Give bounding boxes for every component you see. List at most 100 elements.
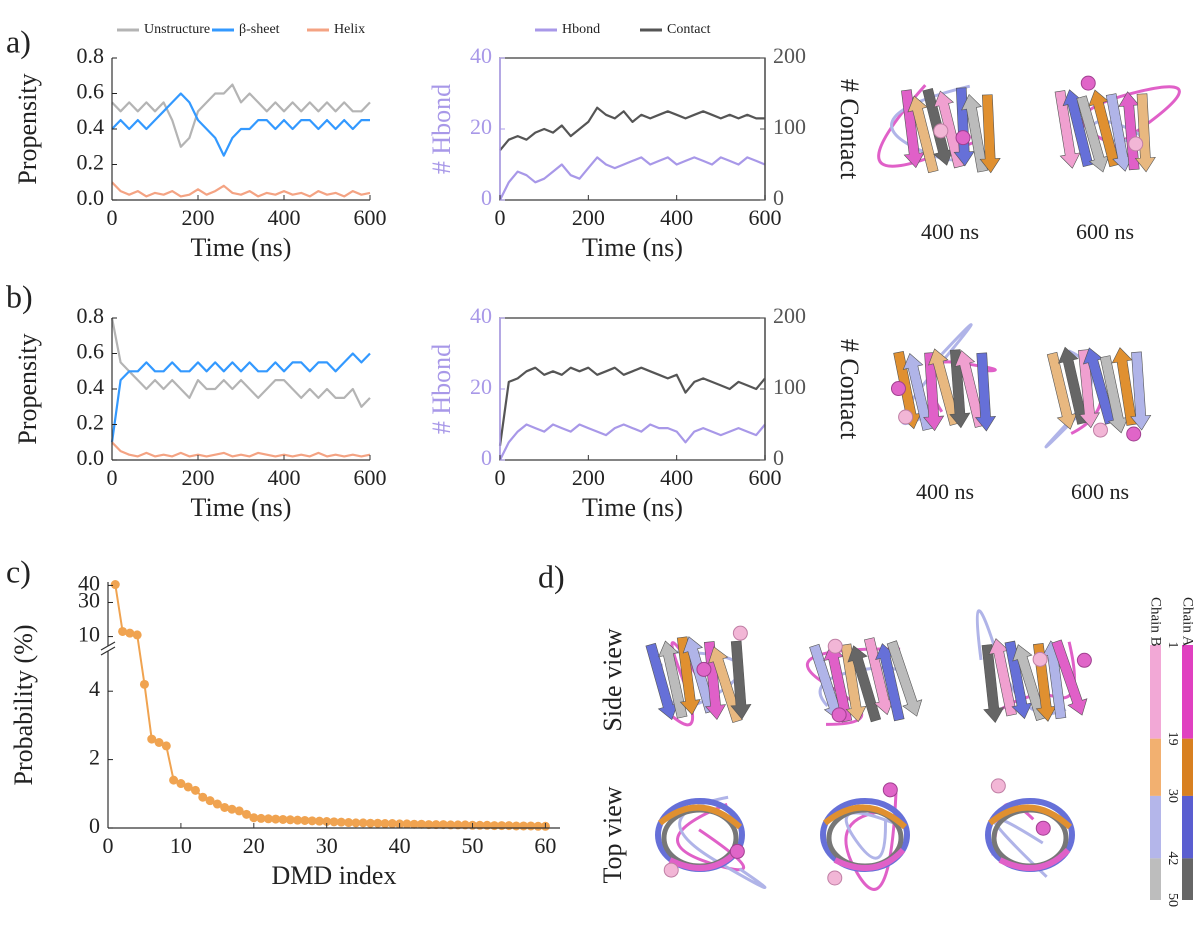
x-tick-label: 400 xyxy=(660,465,693,490)
protein-structure xyxy=(645,625,752,727)
y-tick-label: 0 xyxy=(89,813,100,838)
data-point xyxy=(314,816,324,826)
y-tick-label: 20 xyxy=(470,374,492,399)
data-point xyxy=(336,817,346,827)
x-tick-label: 400 xyxy=(268,205,301,230)
x-tick-label: 0 xyxy=(103,833,114,858)
x-tick-label: 20 xyxy=(243,833,265,858)
data-point xyxy=(271,814,281,824)
x-tick-label: 0 xyxy=(495,465,506,490)
terminus-sphere xyxy=(732,625,748,641)
data-point xyxy=(380,819,390,829)
legend-label: Hbond xyxy=(562,22,600,37)
data-line xyxy=(499,423,766,461)
data-point xyxy=(161,741,171,751)
snapshot-time: 400 ns xyxy=(916,479,974,504)
data-point xyxy=(147,734,157,744)
x-tick-label: 0 xyxy=(495,205,506,230)
data-point xyxy=(227,804,237,814)
protein-strand xyxy=(953,87,975,167)
y-tick-label: 4 xyxy=(89,676,100,701)
y-axis-label: Propensity xyxy=(13,73,42,184)
x-axis-label: Time (ns) xyxy=(582,493,683,522)
data-point xyxy=(387,819,397,829)
terminus-sphere xyxy=(933,123,949,139)
protein-strand xyxy=(998,847,1071,871)
y-tick-label: 20 xyxy=(470,114,492,139)
residue-label: 42 xyxy=(1165,851,1180,865)
legend-label: Unstructure xyxy=(144,22,210,37)
x-tick-label: 600 xyxy=(354,465,387,490)
data-point xyxy=(358,818,368,828)
data-point xyxy=(132,630,142,640)
data-point xyxy=(242,809,252,819)
terminus-sphere xyxy=(663,862,679,878)
data-line xyxy=(498,366,766,446)
chain-segment xyxy=(1182,645,1193,739)
snapshot-time: 400 ns xyxy=(921,219,979,244)
x-tick-label: 10 xyxy=(170,833,192,858)
data-line xyxy=(499,156,766,201)
y2-axis-label: # Contact xyxy=(835,79,864,180)
terminus-sphere xyxy=(831,707,847,723)
protein-strand xyxy=(1099,355,1129,434)
x-axis-label: Time (ns) xyxy=(191,493,292,522)
data-point xyxy=(110,580,120,590)
protein-strand xyxy=(988,638,1017,717)
x-tick-label: 200 xyxy=(572,205,605,230)
protein-strand xyxy=(847,645,882,723)
x-axis-label: DMD index xyxy=(272,861,397,890)
data-point xyxy=(220,802,230,812)
residue-label: 1 xyxy=(1165,642,1180,649)
terminus-sphere xyxy=(1032,651,1048,667)
protein-strand xyxy=(988,804,1073,830)
protein-strand xyxy=(1130,351,1152,431)
data-point xyxy=(249,813,259,823)
protein-strand xyxy=(907,95,939,174)
protein-strand xyxy=(949,349,971,429)
data-point xyxy=(460,820,470,830)
protein-strand xyxy=(1054,90,1081,169)
x-tick-label: 600 xyxy=(749,465,782,490)
x-tick-label: 600 xyxy=(354,205,387,230)
data-point xyxy=(424,820,434,830)
data-point xyxy=(300,815,310,825)
panel-label: b) xyxy=(6,278,33,314)
data-point xyxy=(373,818,383,828)
data-line xyxy=(111,181,371,198)
data-point xyxy=(438,820,448,830)
data-point xyxy=(125,628,135,638)
y-tick-label: 40 xyxy=(470,43,492,68)
x-tick-label: 200 xyxy=(572,465,605,490)
chain-segment xyxy=(1182,858,1193,900)
data-point xyxy=(154,738,164,747)
chain-segment xyxy=(1150,858,1161,900)
protein-loop xyxy=(844,811,894,860)
residue-label: 19 xyxy=(1165,732,1180,746)
x-tick-label: 50 xyxy=(462,833,484,858)
y2-tick-label: 0 xyxy=(773,445,784,470)
protein-strand xyxy=(901,89,925,169)
plot-frame xyxy=(499,57,766,201)
x-tick-label: 400 xyxy=(268,465,301,490)
y-tick-label: 0 xyxy=(481,185,492,210)
protein-structure xyxy=(975,609,1092,724)
y-tick-label: 10 xyxy=(78,622,100,647)
terminus-sphere xyxy=(827,638,843,654)
data-line xyxy=(110,317,371,408)
data-point xyxy=(351,818,361,828)
data-line xyxy=(499,106,765,152)
y-tick-label: 40 xyxy=(470,303,492,328)
protein-structure xyxy=(820,782,910,891)
x-tick-label: 200 xyxy=(182,205,215,230)
legend-label: Helix xyxy=(334,22,365,37)
data-point xyxy=(212,799,222,809)
terminus-sphere xyxy=(1128,136,1144,152)
terminus-sphere xyxy=(1076,652,1092,668)
chain-segment xyxy=(1182,795,1193,859)
protein-strand xyxy=(1134,93,1156,173)
data-point xyxy=(205,796,215,806)
protein-strand xyxy=(979,94,1001,174)
